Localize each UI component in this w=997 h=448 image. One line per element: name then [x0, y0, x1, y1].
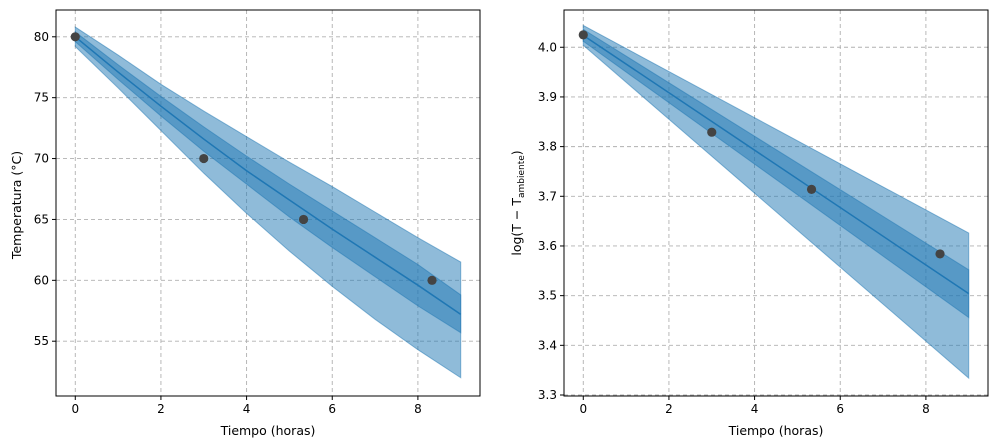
y-tick-label: 3.7 [538, 189, 557, 203]
x-axis-label: Tiempo (horas) [728, 423, 824, 438]
x-axis-label: Tiempo (horas) [220, 423, 316, 438]
y-axis-label-end: ) [509, 150, 524, 155]
fit-line [582, 34, 970, 295]
y-tick-label: 3.6 [538, 239, 557, 253]
y-axis-label: log(T − Tambiente) [509, 150, 527, 255]
data-point [935, 249, 945, 259]
y-tick-label: 3.8 [538, 140, 557, 154]
y-axis-label-main: log(T − T [509, 198, 524, 256]
inner-confidence-band [582, 28, 970, 319]
y-tick-label: 3.9 [538, 90, 557, 104]
y-axis-label-subscript: ambiente [517, 155, 527, 198]
y-tick-label: 70 [34, 152, 49, 166]
x-tick-label: 2 [665, 402, 673, 416]
y-axis-label: Temperatura (°C) [9, 151, 24, 260]
y-tick-label: 55 [34, 334, 49, 348]
y-tick-label: 80 [34, 30, 49, 44]
x-tick-label: 2 [157, 402, 165, 416]
y-tick-label: 3.3 [538, 388, 557, 402]
data-point [707, 127, 717, 137]
x-tick-label: 8 [414, 402, 422, 416]
plot-frame [563, 9, 989, 397]
y-tick-label: 75 [34, 91, 49, 105]
x-tick-label: 8 [922, 402, 930, 416]
inner-confidence-band [74, 30, 462, 334]
data-point [427, 275, 437, 285]
data-point [578, 30, 588, 40]
fit-line [74, 36, 462, 316]
y-tick-label: 65 [34, 212, 49, 226]
x-tick-label: 0 [71, 402, 79, 416]
y-tick-label: 60 [34, 273, 49, 287]
x-tick-label: 4 [751, 402, 759, 416]
data-point [298, 214, 309, 225]
x-tick-label: 4 [243, 402, 251, 416]
x-tick-label: 6 [836, 402, 844, 416]
temperature-chart: 0 2 4 6 8 55 60 65 70 75 80 Tiempo (horas) Tempera… [9, 9, 481, 438]
data-point [70, 32, 80, 42]
log-temperature-chart: 0 2 4 6 8 3.3 3.4 3.5 3.6 3.7 3.8 3.9 4.0 Tiempo (ho… [509, 9, 989, 438]
y-tick-label: 3.5 [538, 289, 557, 303]
y-tick-label: 4.0 [538, 40, 557, 54]
data-point [806, 184, 817, 194]
x-tick-label: 0 [579, 402, 587, 416]
x-tick-label: 6 [328, 402, 336, 416]
y-tick-label: 3.4 [538, 338, 557, 352]
plot-frame [55, 9, 481, 397]
data-point [199, 153, 209, 164]
